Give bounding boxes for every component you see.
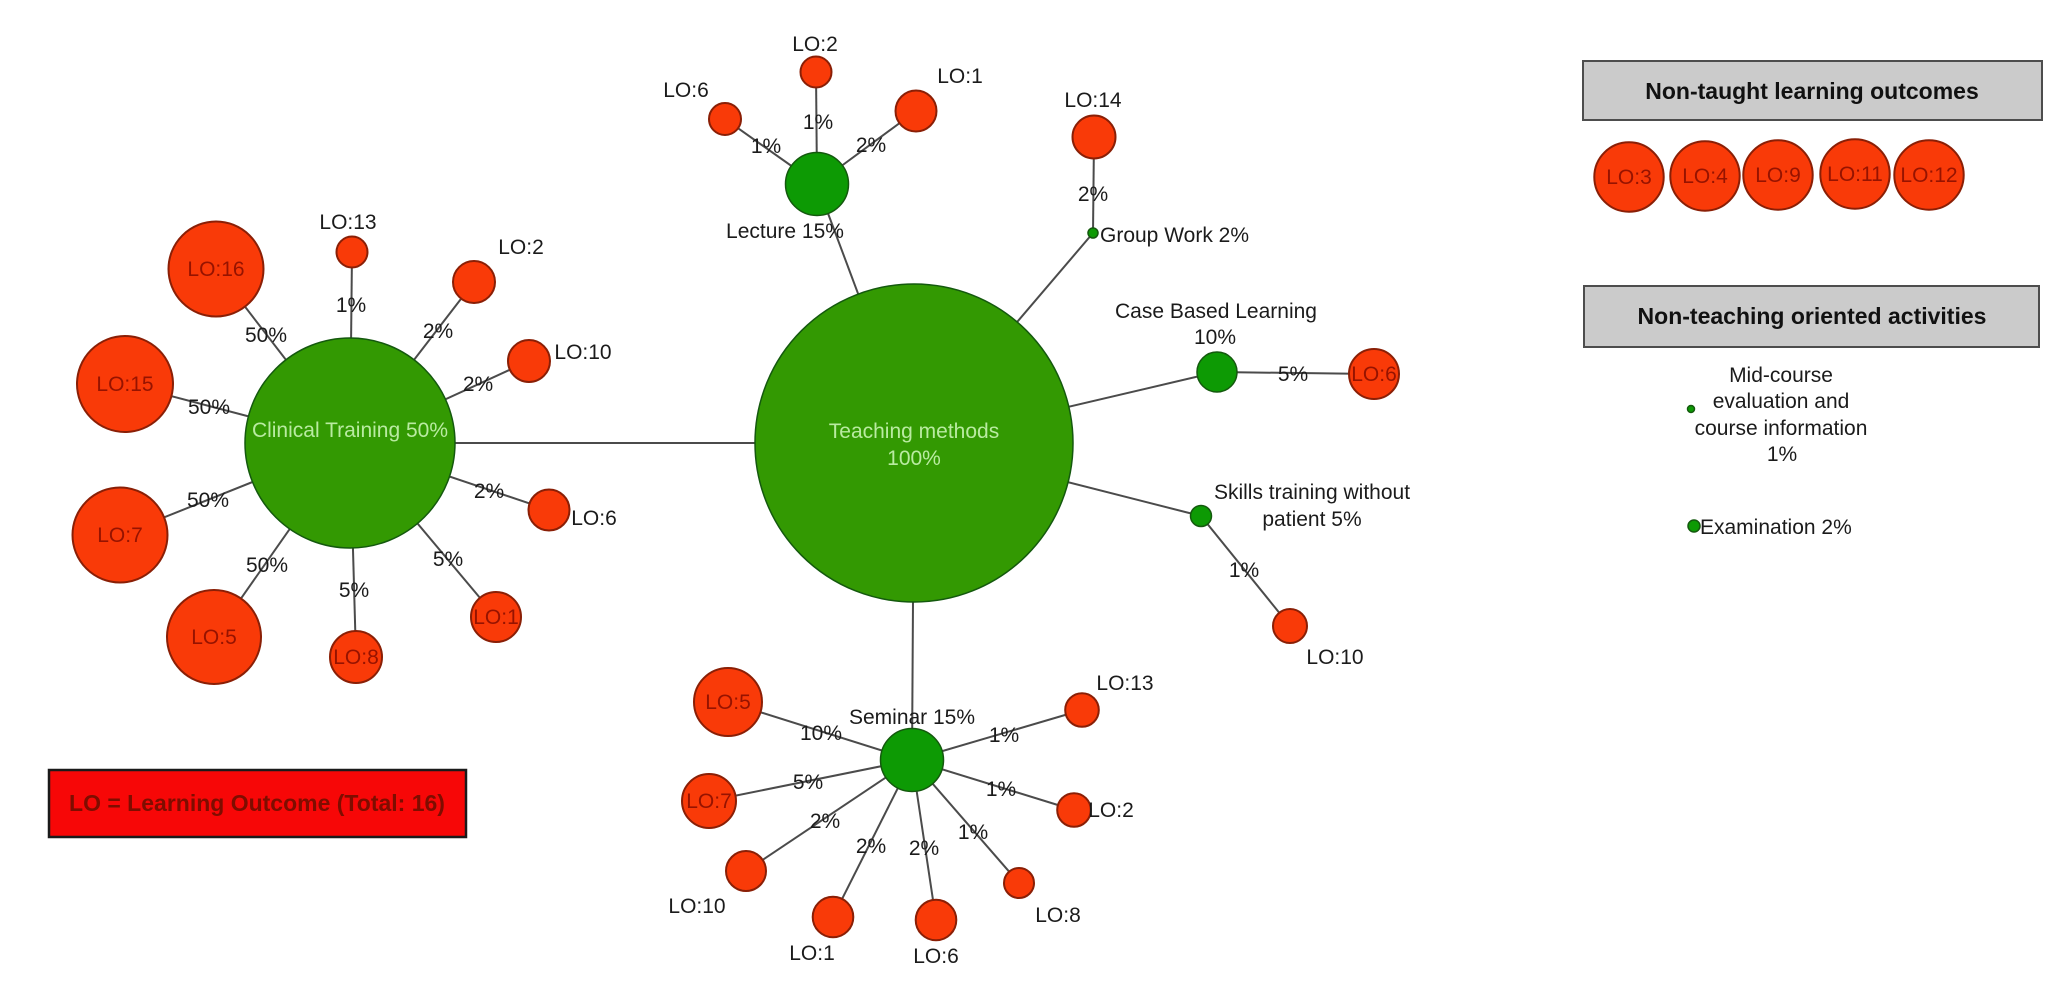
svg-text:50%: 50%	[187, 489, 229, 512]
svg-text:1%: 1%	[958, 821, 988, 844]
svg-text:LO:1: LO:1	[789, 942, 835, 965]
svg-text:10%: 10%	[800, 722, 842, 745]
svg-text:1%: 1%	[1767, 443, 1797, 466]
svg-text:LO:16: LO:16	[187, 258, 244, 281]
svg-text:LO:9: LO:9	[1755, 164, 1801, 187]
svg-text:2%: 2%	[423, 320, 453, 343]
svg-text:LO:12: LO:12	[1900, 164, 1957, 187]
svg-text:1%: 1%	[336, 294, 366, 317]
svg-text:5%: 5%	[339, 579, 369, 602]
svg-text:LO:13: LO:13	[319, 211, 376, 234]
svg-text:LO:10: LO:10	[668, 895, 725, 918]
svg-text:1%: 1%	[989, 724, 1019, 747]
svg-text:10%: 10%	[1194, 326, 1236, 349]
svg-text:Examination 2%: Examination 2%	[1700, 516, 1852, 539]
svg-text:LO:6: LO:6	[913, 945, 959, 968]
svg-text:patient 5%: patient 5%	[1262, 508, 1361, 531]
svg-text:LO:2: LO:2	[1088, 799, 1134, 822]
svg-text:LO:4: LO:4	[1682, 165, 1728, 188]
svg-text:1%: 1%	[1229, 559, 1259, 582]
svg-text:evaluation and: evaluation and	[1713, 390, 1850, 413]
svg-text:LO:6: LO:6	[1351, 363, 1397, 386]
svg-text:LO:1: LO:1	[937, 65, 983, 88]
svg-text:2%: 2%	[810, 810, 840, 833]
svg-text:LO:7: LO:7	[97, 524, 143, 547]
svg-text:LO:2: LO:2	[498, 236, 544, 259]
svg-text:LO:7: LO:7	[686, 790, 732, 813]
svg-text:5%: 5%	[793, 771, 823, 794]
svg-text:LO:11: LO:11	[1827, 163, 1883, 186]
svg-text:LO:8: LO:8	[333, 646, 379, 669]
svg-text:5%: 5%	[1278, 363, 1308, 386]
svg-text:100%: 100%	[887, 447, 941, 470]
svg-text:2%: 2%	[856, 835, 886, 858]
svg-text:2%: 2%	[1078, 183, 1108, 206]
svg-text:1%: 1%	[751, 135, 781, 158]
svg-text:1%: 1%	[986, 778, 1016, 801]
svg-text:LO:5: LO:5	[705, 691, 751, 714]
svg-text:2%: 2%	[856, 134, 886, 157]
svg-text:course information: course information	[1695, 417, 1868, 440]
svg-text:Non-teaching oriented activiti: Non-teaching oriented activities	[1638, 303, 1987, 329]
svg-text:LO:6: LO:6	[571, 507, 617, 530]
svg-text:Seminar 15%: Seminar 15%	[849, 706, 975, 729]
svg-text:50%: 50%	[246, 554, 288, 577]
svg-text:LO:8: LO:8	[1035, 904, 1081, 927]
svg-text:LO:13: LO:13	[1096, 672, 1153, 695]
svg-text:Clinical Training 50%: Clinical Training 50%	[252, 419, 448, 442]
svg-text:50%: 50%	[188, 396, 230, 419]
svg-text:Case Based Learning: Case Based Learning	[1115, 300, 1317, 323]
svg-text:Teaching methods: Teaching methods	[829, 420, 999, 443]
svg-text:LO = Learning Outcome (Total:: LO = Learning Outcome (Total: 16)	[69, 790, 445, 816]
svg-text:Mid-course: Mid-course	[1729, 364, 1833, 387]
svg-text:Group Work 2%: Group Work 2%	[1100, 224, 1249, 247]
svg-text:LO:15: LO:15	[96, 373, 153, 396]
svg-text:LO:2: LO:2	[792, 33, 838, 56]
svg-text:LO:14: LO:14	[1064, 89, 1122, 112]
svg-text:LO:3: LO:3	[1606, 166, 1652, 189]
svg-text:2%: 2%	[909, 837, 939, 860]
svg-text:LO:6: LO:6	[663, 79, 709, 102]
svg-text:Skills training without: Skills training without	[1214, 481, 1410, 504]
svg-text:LO:10: LO:10	[1306, 646, 1363, 669]
svg-text:LO:10: LO:10	[554, 341, 611, 364]
svg-text:5%: 5%	[433, 548, 463, 571]
svg-text:LO:1: LO:1	[473, 606, 519, 629]
svg-text:Non-taught learning outcomes: Non-taught learning outcomes	[1645, 78, 1979, 104]
svg-text:Lecture 15%: Lecture 15%	[726, 220, 844, 243]
svg-text:LO:5: LO:5	[191, 626, 237, 649]
svg-text:1%: 1%	[803, 111, 833, 134]
svg-text:2%: 2%	[474, 480, 504, 503]
svg-text:2%: 2%	[463, 373, 493, 396]
svg-text:50%: 50%	[245, 324, 287, 347]
